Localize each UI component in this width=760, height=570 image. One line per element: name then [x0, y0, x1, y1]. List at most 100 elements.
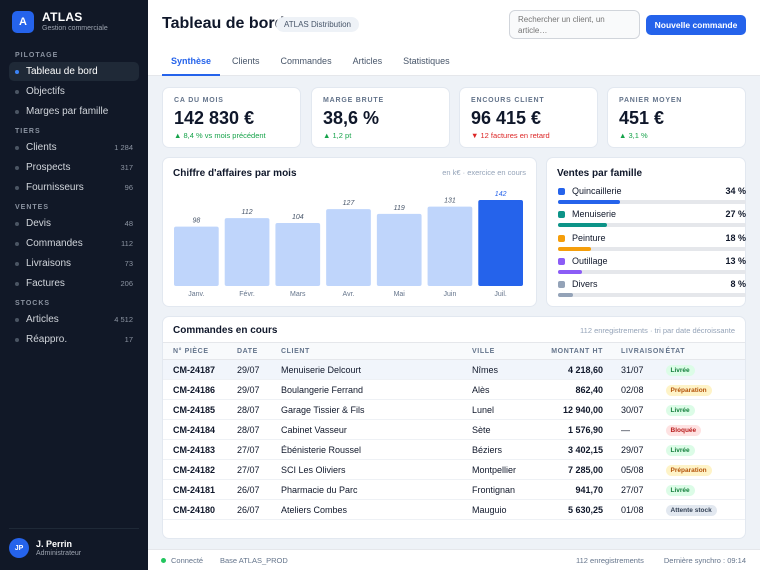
sidebar-item-fournisseurs[interactable]: Fournisseurs 96: [9, 178, 139, 197]
sidebar-item-count: 73: [124, 259, 133, 268]
table-row[interactable]: CM-24185 28/07 Garage Tissier & Fils Lunel 1…: [163, 399, 745, 420]
family-progress-track: [558, 200, 746, 204]
user-name: J. Perrin: [36, 538, 73, 549]
kpi-value: 142 830 €: [174, 108, 255, 128]
user-role: Administrateur: [36, 549, 82, 557]
bullet-icon: [15, 337, 19, 342]
sidebar-item-commandes[interactable]: Commandes 112: [9, 234, 139, 253]
bar-janv[interactable]: [174, 226, 219, 286]
column-header-etat[interactable]: ÉTAT: [664, 342, 745, 360]
sidebar-item-factures[interactable]: Factures 206: [9, 274, 139, 293]
bar-value-label: 119: [394, 205, 405, 212]
bar-fevr[interactable]: [224, 218, 270, 286]
org-badge: ATLAS Distribution: [276, 17, 359, 32]
family-progress-track: [558, 293, 746, 298]
new-order-button[interactable]: Nouvelle commande: [646, 15, 746, 35]
bar-juil[interactable]: [478, 200, 523, 286]
cell-date: 29/07: [237, 379, 281, 400]
bar-mai[interactable]: [376, 213, 422, 286]
bar-value-label: 131: [444, 198, 456, 205]
sidebar-item-marges-par-famille[interactable]: Marges par famille: [9, 102, 139, 121]
sidebar-item-articles[interactable]: Articles 4 512: [9, 310, 139, 329]
table-row[interactable]: CM-24181 26/07 Pharmacie du Parc Frontignan…: [163, 479, 745, 500]
bar-value-label: 127: [343, 200, 356, 207]
family-percent: 13 %: [725, 255, 746, 266]
tab-clients[interactable]: Clients: [232, 56, 260, 66]
sidebar-item-reappro[interactable]: Réappro. 17: [9, 330, 139, 349]
kpi-label: PANIER MOYEN: [619, 97, 683, 104]
cell-delivery: 27/07: [603, 479, 665, 500]
table-row[interactable]: CM-24186 29/07 Boulangerie Ferrand Alès 862,…: [163, 379, 745, 400]
sidebar-item-tableau-de-bord[interactable]: Tableau de bord: [9, 62, 139, 81]
kpi-delta: ▼ 12 factures en retard: [471, 131, 550, 140]
cell-date: 27/07: [237, 439, 281, 460]
cell-status: Préparation: [664, 379, 745, 400]
column-header-n-piece[interactable]: N° PIÈCE: [163, 342, 237, 360]
sidebar-item-label: Prospects: [26, 162, 71, 173]
column-header-livraison[interactable]: LIVRAISON: [603, 342, 665, 360]
kpi-delta: ▲ 1,2 pt: [323, 131, 352, 140]
column-header-montant-ht[interactable]: MONTANT HT: [538, 342, 603, 360]
cell-amount: 5 630,25: [538, 499, 603, 520]
status-badge: Attente stock: [665, 504, 717, 516]
orders-table-card: Commandes en cours 112 enregistrements ·…: [162, 316, 746, 539]
bar-juin[interactable]: [427, 206, 473, 286]
tab-synthese[interactable]: Synthèse: [162, 50, 221, 76]
sidebar-item-objectifs[interactable]: Objectifs: [9, 82, 139, 101]
status-badge: Préparation: [665, 464, 712, 476]
cell-city: Montpellier: [472, 459, 538, 480]
tab-commandes[interactable]: Commandes: [280, 56, 332, 66]
cell-status: Livrée: [664, 399, 745, 420]
sidebar-item-livraisons[interactable]: Livraisons 73: [9, 254, 139, 273]
cell-delivery: 05/08: [603, 459, 665, 480]
tab-statistiques[interactable]: Statistiques: [403, 56, 450, 66]
user-profile[interactable]: JP J. Perrin Administrateur: [9, 528, 139, 558]
cell-delivery: —: [603, 419, 665, 440]
search-input[interactable]: [509, 10, 640, 39]
cell-status: Attente stock: [664, 499, 745, 520]
cell-status: Livrée: [664, 439, 745, 460]
sidebar-item-label: Devis: [26, 218, 52, 229]
kpi-value: 38,6 %: [323, 108, 380, 128]
cell-delivery: 29/07: [603, 439, 665, 460]
sidebar-item-clients[interactable]: Clients 1 284: [9, 138, 139, 157]
tab-articles[interactable]: Articles: [352, 56, 383, 66]
table-row[interactable]: CM-24180 26/07 Ateliers Combes Mauguio 5 630…: [163, 499, 745, 520]
family-row-outillage[interactable]: Outillage 13 %: [558, 256, 746, 279]
status-badge: Bloquée: [665, 424, 702, 436]
kpi-value: 96 415 €: [471, 108, 542, 128]
sidebar-item-label: Marges par famille: [26, 106, 109, 117]
family-row-menuiserie[interactable]: Menuiserie 27 %: [558, 209, 746, 232]
sidebar-item-count: 1 284: [114, 143, 133, 152]
sidebar: A ATLAS Gestion commerciale PILOTAGE Tabl…: [0, 0, 148, 570]
sidebar-item-devis[interactable]: Devis 48: [9, 214, 139, 233]
table-row[interactable]: CM-24182 27/07 SCI Les Oliviers Montpellier…: [163, 459, 745, 480]
column-header-date[interactable]: DATE: [237, 342, 281, 360]
cell-delivery: 31/07: [603, 359, 665, 380]
table-row[interactable]: CM-24184 28/07 Cabinet Vasseur Sète 1 576,90…: [163, 419, 745, 440]
legend-swatch-icon: [558, 188, 565, 195]
connection-status-icon: [161, 558, 166, 563]
sidebar-item-prospects[interactable]: Prospects 317: [9, 158, 139, 177]
bar-mars[interactable]: [275, 223, 321, 286]
cell-city: Béziers: [472, 439, 538, 460]
table-row[interactable]: CM-24183 27/07 Ébénisterie Roussel Béziers 3…: [163, 439, 745, 460]
cell-delivery: 30/07: [603, 399, 665, 420]
column-header-ville[interactable]: VILLE: [472, 342, 538, 360]
bar-value-label: 98: [192, 218, 200, 225]
table-row[interactable]: CM-24187 29/07 Menuiserie Delcourt Nîmes 4 2…: [163, 359, 745, 380]
revenue-chart-card: Chiffre d'affaires par mois en k€ · exer…: [162, 157, 537, 307]
sidebar-item-count: 317: [120, 163, 133, 172]
app-subtitle: Gestion commerciale: [42, 25, 108, 32]
bullet-icon: [15, 261, 19, 266]
family-progress-fill: [558, 246, 591, 251]
cell-id: CM-24182: [163, 459, 237, 480]
family-row-divers[interactable]: Divers 8 %: [558, 279, 746, 302]
column-header-client[interactable]: CLIENT: [281, 342, 472, 360]
kpi-label: MARGE BRUTE: [323, 97, 384, 104]
family-row-quincaillerie[interactable]: Quincaillerie 34 %: [558, 186, 746, 209]
cell-id: CM-24181: [163, 479, 237, 500]
family-row-peinture[interactable]: Peinture 18 %: [558, 233, 746, 256]
cell-city: Frontignan: [472, 479, 538, 500]
bar-avr[interactable]: [326, 209, 371, 286]
